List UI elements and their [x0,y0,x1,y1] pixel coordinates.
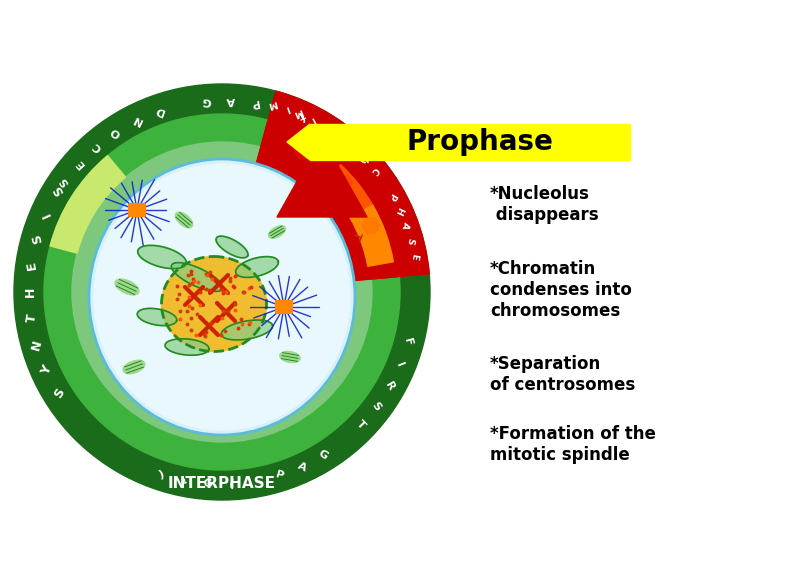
Text: S: S [51,386,67,401]
FancyBboxPatch shape [276,301,292,313]
Text: T: T [346,141,358,152]
Text: Y: Y [39,363,54,377]
Text: N: N [30,338,45,352]
Polygon shape [334,175,352,191]
Polygon shape [171,262,222,292]
Text: ₁: ₁ [181,475,187,486]
Ellipse shape [89,159,355,435]
Text: C: C [368,164,379,175]
Wedge shape [280,132,341,184]
Text: S: S [405,236,415,245]
Text: P: P [274,469,285,481]
Text: A: A [327,191,341,205]
Text: H: H [23,287,37,297]
Text: S: S [51,183,67,198]
Text: I: I [284,104,290,113]
Text: I: I [40,209,54,218]
Wedge shape [350,205,394,266]
Text: *Formation of the
mitotic spindle: *Formation of the mitotic spindle [490,425,656,464]
Text: I: I [309,115,316,124]
Circle shape [44,114,400,470]
Text: D: D [154,104,166,117]
Text: M: M [292,106,304,118]
Polygon shape [277,137,367,217]
Circle shape [72,142,372,442]
Text: T: T [350,230,362,240]
Text: E: E [25,260,39,270]
Text: G: G [202,95,211,106]
Text: M: M [267,98,278,109]
Polygon shape [362,218,380,234]
Text: (: ( [296,111,305,123]
Bar [310,124,630,160]
Text: Prophase: Prophase [406,128,554,156]
Wedge shape [323,165,373,218]
Text: A: A [400,221,410,230]
Text: H: H [394,205,405,216]
Text: O: O [334,131,346,142]
Text: R: R [383,380,396,392]
Wedge shape [222,122,398,292]
Text: E: E [409,252,418,260]
Ellipse shape [115,279,138,294]
Ellipse shape [123,361,145,373]
Text: A: A [226,95,235,105]
Text: S: S [370,400,382,413]
Ellipse shape [269,226,285,238]
Text: G: G [317,449,330,462]
Text: G: G [203,478,213,489]
Text: P: P [386,191,398,202]
Polygon shape [138,309,177,325]
Text: I: I [359,154,368,162]
Polygon shape [287,124,310,160]
Wedge shape [318,155,394,253]
Wedge shape [50,155,126,253]
Ellipse shape [176,212,192,227]
Text: E: E [74,157,86,169]
Ellipse shape [162,257,266,351]
Text: S: S [30,233,45,245]
Text: *Chromatin
condenses into
chromosomes: *Chromatin condenses into chromosomes [490,260,632,320]
Text: T: T [25,314,39,324]
Text: G: G [315,122,329,135]
Text: O: O [110,125,123,138]
Text: F: F [402,337,414,347]
Text: ): ) [354,153,365,163]
Wedge shape [222,91,430,292]
Polygon shape [236,257,278,278]
FancyBboxPatch shape [129,204,145,216]
Text: P: P [250,97,259,109]
Ellipse shape [94,164,350,430]
Polygon shape [294,143,313,159]
Text: T: T [297,109,306,119]
Text: S: S [58,176,71,188]
Text: *Nucleolus
 disappears: *Nucleolus disappears [490,185,598,224]
Text: N: N [131,113,143,126]
Text: T: T [322,122,331,133]
Text: (: ( [230,479,235,489]
Text: A: A [296,460,308,473]
Ellipse shape [280,352,300,362]
Text: *Separation
of centrosomes: *Separation of centrosomes [490,355,635,394]
Text: ₂: ₂ [337,136,347,148]
Text: ): ) [157,468,165,480]
Text: M: M [298,165,313,180]
Text: INTERPHASE: INTERPHASE [168,476,276,491]
Text: T: T [354,419,367,431]
Text: I: I [394,361,405,368]
Polygon shape [165,339,209,355]
Polygon shape [138,245,186,269]
Polygon shape [222,320,273,340]
Polygon shape [216,236,248,258]
Circle shape [14,84,430,500]
Text: C: C [90,140,103,153]
